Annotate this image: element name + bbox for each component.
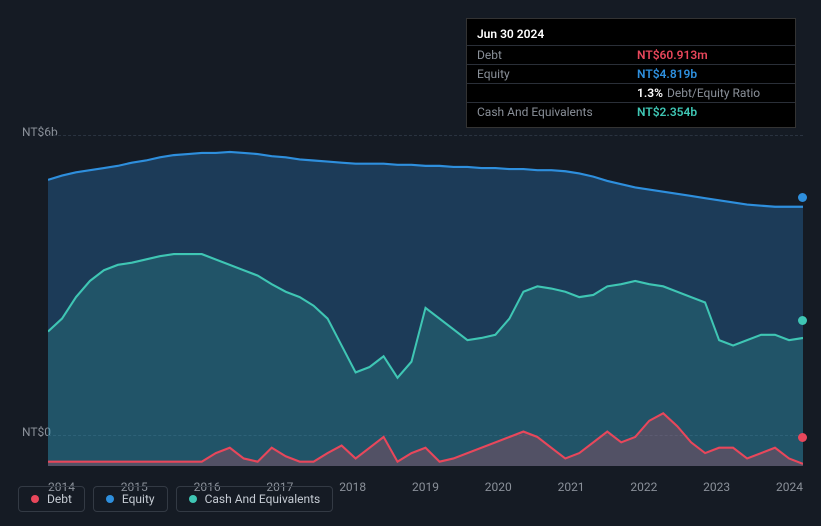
x-axis-label: 2024 xyxy=(776,480,803,494)
tooltip-row: Cash And EquivalentsNT$2.354b xyxy=(467,102,795,121)
legend-label: Equity xyxy=(122,492,155,506)
tooltip-label xyxy=(477,86,637,100)
tooltip-value: NT$60.913m xyxy=(637,48,708,62)
legend-item-equity[interactable]: Equity xyxy=(93,486,168,512)
legend-dot xyxy=(106,495,114,503)
series-end-dot xyxy=(798,193,807,202)
x-axis-label: 2018 xyxy=(339,480,366,494)
series-end-dot xyxy=(798,316,807,325)
series-end-dot xyxy=(798,433,807,442)
legend-dot xyxy=(189,495,197,503)
chart-legend: Debt Equity Cash And Equivalents xyxy=(18,486,333,512)
chart-area: NT$6bNT$0 201420152016201720182019202020… xyxy=(18,125,803,466)
chart-tooltip: Jun 30 2024DebtNT$60.913mEquityNT$4.819b… xyxy=(466,18,796,128)
tooltip-label: Cash And Equivalents xyxy=(477,105,637,119)
y-axis-label: NT$0 xyxy=(22,425,51,439)
x-axis-label: 2021 xyxy=(558,480,585,494)
legend-item-debt[interactable]: Debt xyxy=(18,486,85,512)
legend-dot xyxy=(31,495,39,503)
tooltip-value: 1.3% xyxy=(637,86,663,100)
legend-item-cash-and-equivalents[interactable]: Cash And Equivalents xyxy=(176,486,334,512)
tooltip-row: 1.3% Debt/Equity Ratio xyxy=(467,83,795,102)
legend-label: Debt xyxy=(47,492,72,506)
tooltip-label: Equity xyxy=(477,67,637,81)
tooltip-label: Debt xyxy=(477,48,637,62)
x-axis-label: 2020 xyxy=(485,480,512,494)
x-axis-label: 2019 xyxy=(412,480,439,494)
legend-label: Cash And Equivalents xyxy=(205,492,321,506)
tooltip-extra: Debt/Equity Ratio xyxy=(667,86,760,100)
tooltip-row: DebtNT$60.913m xyxy=(467,45,795,64)
x-axis-label: 2022 xyxy=(630,480,657,494)
tooltip-row: EquityNT$4.819b xyxy=(467,64,795,83)
tooltip-value: NT$2.354b xyxy=(637,105,697,119)
tooltip-value: NT$4.819b xyxy=(637,67,697,81)
area-chart-svg xyxy=(48,125,803,466)
tooltip-date: Jun 30 2024 xyxy=(467,25,795,45)
x-axis-label: 2023 xyxy=(703,480,730,494)
